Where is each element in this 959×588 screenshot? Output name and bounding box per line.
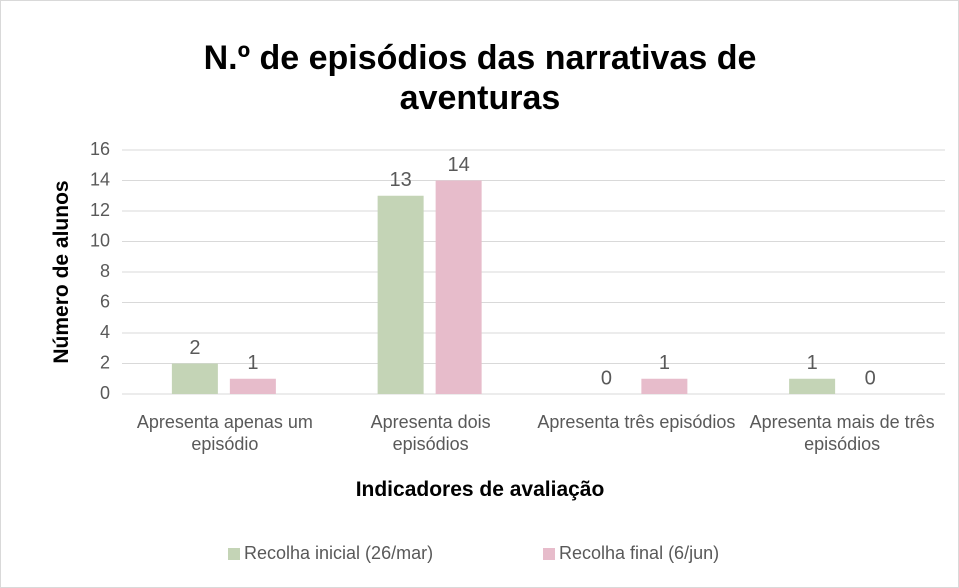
bar xyxy=(171,363,218,394)
y-tick-label: 2 xyxy=(100,352,110,372)
legend-swatch xyxy=(543,548,555,560)
data-label: 1 xyxy=(807,352,818,374)
x-tick-label: Apresenta três episódios xyxy=(537,412,736,432)
x-tick-label: Apresenta dois episódios xyxy=(370,412,491,454)
bar xyxy=(641,378,688,394)
chart-title: N.º de episódios das narrativas de avent… xyxy=(203,39,757,117)
data-label: 0 xyxy=(601,367,612,389)
x-tick-label: Apresenta mais de três episódios xyxy=(749,412,935,454)
data-label: 1 xyxy=(659,352,670,374)
data-label: 13 xyxy=(390,169,412,191)
y-axis-title: Número de alunos xyxy=(50,180,73,364)
x-tick-label: Apresenta apenas um episódio xyxy=(136,412,313,454)
data-label: 2 xyxy=(189,337,200,359)
y-tick-label: 16 xyxy=(90,139,110,159)
data-label: 1 xyxy=(247,352,258,374)
y-tick-label: 8 xyxy=(100,261,110,281)
bar xyxy=(789,378,836,394)
legend-label: Recolha inicial (26/mar) xyxy=(244,543,434,563)
y-tick-label: 14 xyxy=(90,169,110,189)
y-tick-label: 12 xyxy=(90,200,110,220)
data-label: 0 xyxy=(865,367,876,389)
x-axis-title: Indicadores de avaliação xyxy=(355,478,605,501)
y-tick-label: 0 xyxy=(100,383,110,403)
legend-swatch xyxy=(228,548,240,560)
y-tick-label: 4 xyxy=(100,322,110,342)
data-label: 14 xyxy=(448,154,470,176)
y-tick-label: 6 xyxy=(100,291,110,311)
bar xyxy=(377,195,424,394)
bar xyxy=(435,180,482,394)
legend-label: Recolha final (6/jun) xyxy=(559,543,720,563)
y-tick-label: 10 xyxy=(90,230,110,250)
bar xyxy=(229,378,276,394)
